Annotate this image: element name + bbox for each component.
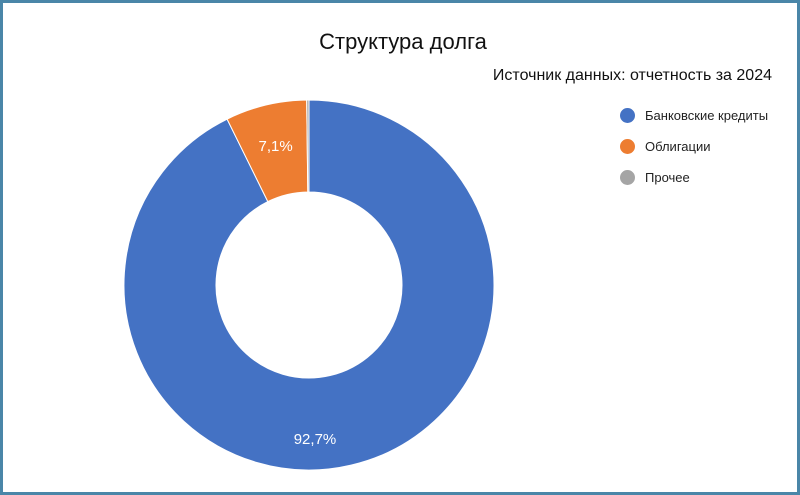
chart-title: Структура долга: [319, 29, 487, 54]
legend-swatch: [620, 170, 635, 185]
slice-label-1: 7,1%: [259, 138, 293, 155]
legend-label: Прочее: [645, 170, 690, 185]
legend: Банковские кредиты Облигации Прочее: [620, 100, 768, 193]
legend-item-bonds: Облигации: [620, 131, 768, 162]
legend-item-other: Прочее: [620, 162, 768, 193]
slice-label-0: 92,7%: [294, 431, 337, 448]
legend-label: Облигации: [645, 139, 711, 154]
legend-item-bank-loans: Банковские кредиты: [620, 100, 768, 131]
slice-2: [306, 99, 310, 193]
donut-chart: 92,7% 7,1%: [123, 99, 495, 471]
chart-subtitle: Источник данных: отчетность за 2024: [492, 67, 772, 84]
legend-swatch: [620, 108, 635, 123]
legend-label: Банковские кредиты: [645, 108, 769, 123]
legend-swatch: [620, 139, 635, 154]
slice-0: [123, 99, 495, 471]
